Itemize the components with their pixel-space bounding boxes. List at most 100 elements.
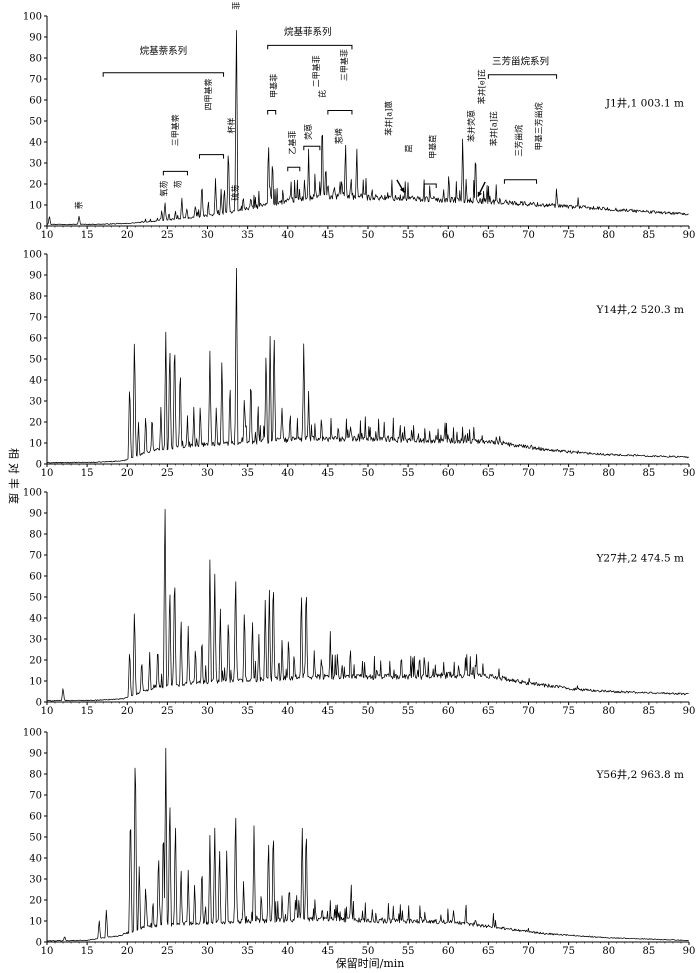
peak-annotation: 苯并[e]芘: [476, 69, 486, 104]
x-tick-label: 40: [281, 468, 294, 479]
annotation-bracket: [102, 72, 225, 77]
x-tick-label: 45: [322, 230, 335, 241]
x-tick-label: 35: [241, 706, 254, 717]
y-tick-label: 10: [29, 917, 42, 928]
y-tick-label: 40: [29, 854, 42, 865]
peak-annotation: 四甲基萘: [203, 79, 213, 111]
annotation-bracket: [267, 110, 277, 115]
y-tick-label: 80: [29, 54, 42, 65]
x-tick-label: 70: [522, 230, 535, 241]
peak-annotation: 惹烯: [334, 128, 344, 144]
peak-annotation: 芘: [317, 90, 327, 98]
x-tick-label: 55: [402, 946, 415, 957]
x-tick-label: 75: [562, 230, 575, 241]
peak-annotation: 苯并[a]芘: [488, 111, 498, 146]
x-tick-label: 80: [602, 230, 615, 241]
annotation-bracket: [487, 74, 558, 79]
x-tick-label: 10: [41, 946, 54, 957]
y-tick-label: 10: [29, 677, 42, 688]
x-tick-label: 40: [281, 230, 294, 241]
annotation-arrowhead: [399, 187, 405, 193]
x-tick-label: 75: [562, 706, 575, 717]
peak-annotation: 苯并[a]蒽: [383, 101, 393, 136]
y-tick-label: 70: [29, 313, 42, 324]
y-tick-label: 70: [29, 75, 42, 86]
x-tick-label: 80: [602, 946, 615, 957]
x-tick-label: 20: [121, 230, 134, 241]
x-tick-label: 10: [41, 230, 54, 241]
y-tick-label: 70: [29, 791, 42, 802]
x-tick-label: 85: [643, 946, 656, 957]
y-tick-label: 100: [23, 728, 42, 739]
x-tick-label: 55: [402, 230, 415, 241]
x-tick-label: 65: [482, 468, 495, 479]
y-tick-label: 50: [29, 355, 42, 366]
x-tick-label: 75: [562, 946, 575, 957]
y-tick-label: 50: [29, 117, 42, 128]
annotation-bracket: [287, 166, 301, 172]
x-tick-label: 65: [482, 706, 495, 717]
peak-annotation: 萘: [74, 201, 84, 209]
peak-annotation: 甲基䓛: [428, 135, 438, 159]
x-tick-label: 30: [201, 946, 214, 957]
group-label: 烷基菲系列: [284, 26, 332, 38]
y-tick-label: 60: [29, 334, 42, 345]
x-tick-label: 35: [241, 468, 254, 479]
y-tick-label: 90: [29, 509, 42, 520]
x-tick-label: 65: [482, 230, 495, 241]
x-tick-label: 55: [402, 706, 415, 717]
y-tick-label: 50: [29, 593, 42, 604]
x-tick-label: 35: [241, 230, 254, 241]
annotation-bracket: [423, 183, 437, 188]
group-label: 三芳甾烷系列: [492, 55, 549, 67]
y-tick-label: 60: [29, 812, 42, 823]
y-tick-label: 30: [29, 397, 42, 408]
x-tick-label: 25: [161, 706, 174, 717]
x-tick-label: 10: [41, 706, 54, 717]
peak-annotation: 荧蒽: [303, 124, 313, 140]
x-tick-label: 20: [121, 946, 134, 957]
x-tick-label: 30: [201, 468, 214, 479]
y-tick-label: 10: [29, 439, 42, 450]
x-tick-label: 35: [241, 946, 254, 957]
y-tick-label: 90: [29, 271, 42, 282]
y-tick-label: 0: [36, 222, 42, 233]
y-tick-label: 40: [29, 138, 42, 149]
y-tick-label: 0: [36, 938, 42, 949]
x-tick-label: 25: [161, 468, 174, 479]
y-tick-label: 20: [29, 418, 42, 429]
x-tick-label: 15: [81, 230, 94, 241]
peak-annotation: 甲基三芳甾烷: [533, 102, 543, 150]
panel-title: Y27井,2 474.5 m: [595, 551, 684, 564]
peak-annotation: 三甲基菲: [339, 49, 349, 81]
x-tick-label: 30: [201, 230, 214, 241]
x-tick-label: 90: [683, 946, 696, 957]
x-tick-label: 85: [643, 706, 656, 717]
y-tick-label: 100: [23, 250, 42, 261]
peak-annotation: 氧芴: [159, 181, 169, 197]
x-tick-label: 45: [322, 946, 335, 957]
peak-annotation: 杯样: [226, 118, 236, 134]
x-tick-label: 80: [602, 468, 615, 479]
x-tick-label: 15: [81, 946, 94, 957]
y-tick-label: 60: [29, 96, 42, 107]
y-tick-label: 0: [36, 698, 42, 709]
x-tick-label: 50: [362, 706, 375, 717]
annotation-bracket: [162, 170, 188, 176]
x-tick-label: 25: [161, 946, 174, 957]
y-tick-label: 10: [29, 201, 42, 212]
x-tick-label: 70: [522, 468, 535, 479]
x-tick-label: 20: [121, 468, 134, 479]
y-tick-label: 70: [29, 551, 42, 562]
x-tick-label: 55: [402, 468, 415, 479]
chromatogram-trace: [47, 268, 689, 464]
y-tick-label: 20: [29, 656, 42, 667]
group-label: 烷基萘系列: [140, 45, 188, 57]
x-tick-label: 80: [602, 706, 615, 717]
x-tick-label: 25: [161, 230, 174, 241]
